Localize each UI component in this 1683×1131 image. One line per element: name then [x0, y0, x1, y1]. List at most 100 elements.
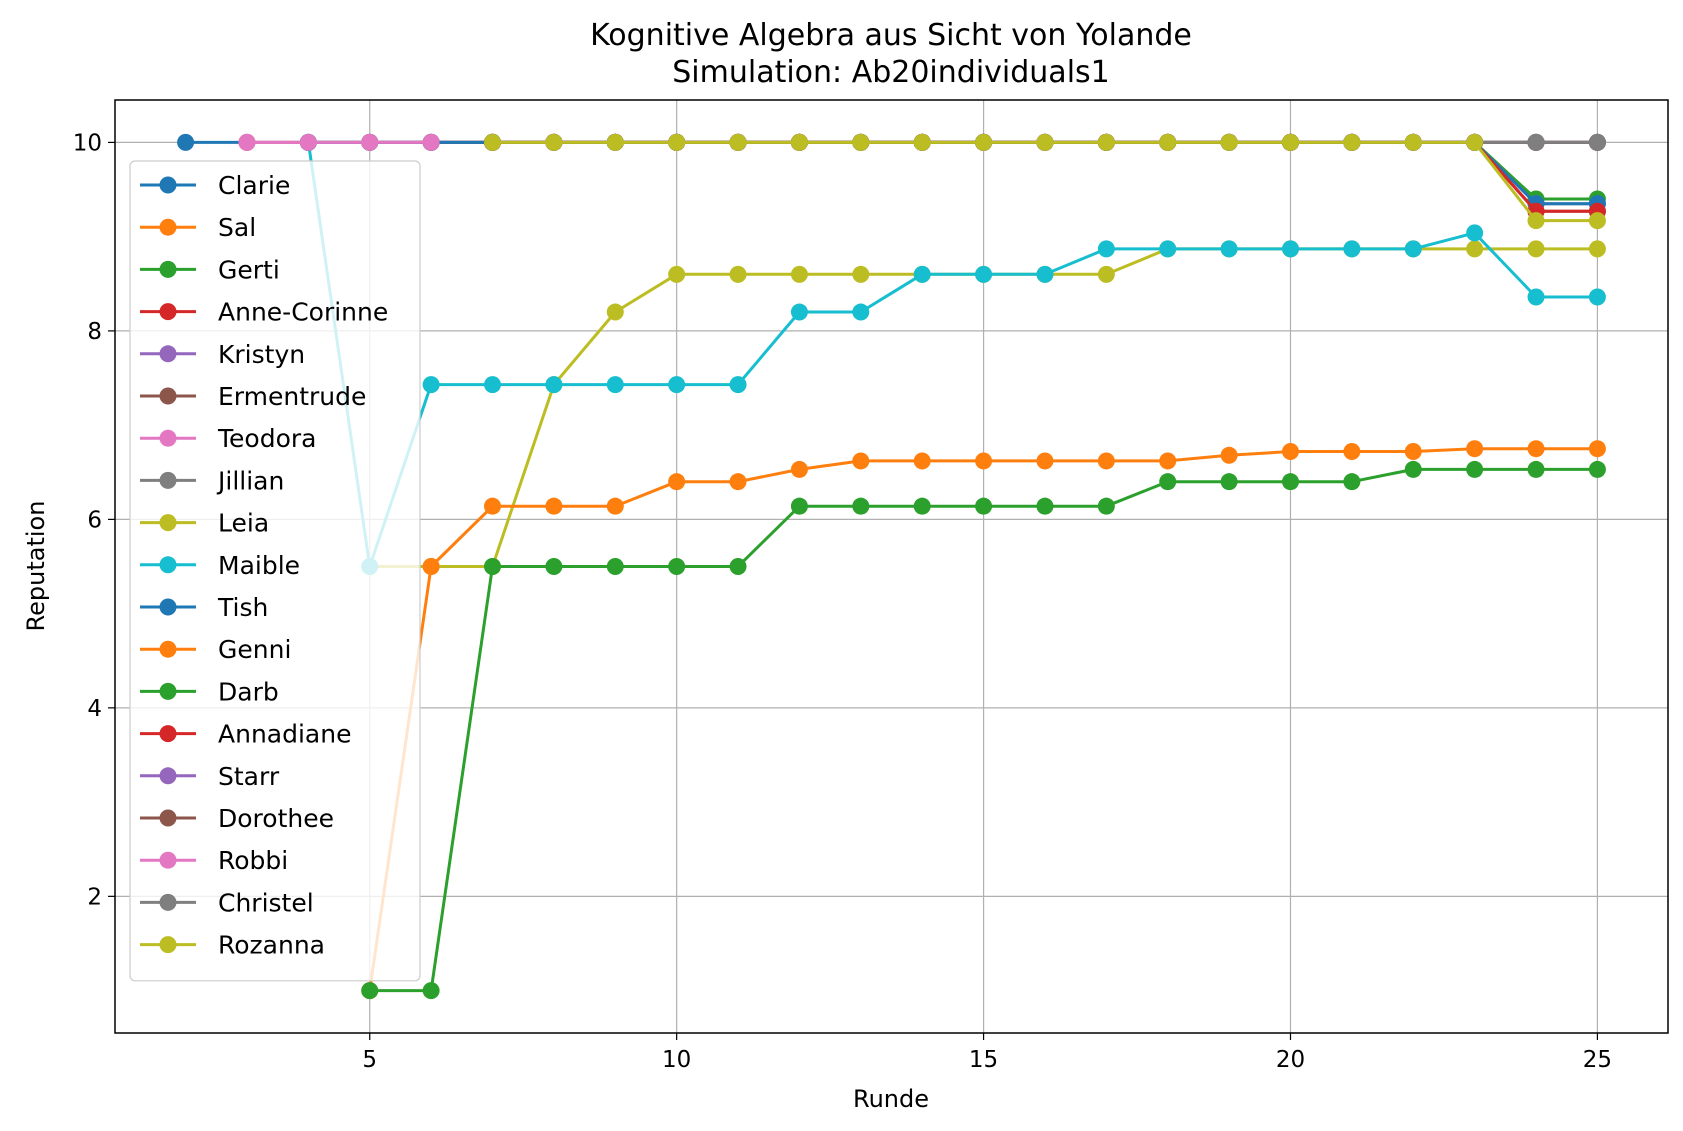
data-point: [1466, 133, 1484, 151]
data-point: [1220, 446, 1238, 464]
legend-label: Leia: [218, 509, 269, 538]
legend-marker: [159, 514, 177, 532]
data-point: [1588, 440, 1606, 458]
y-tick-label: 10: [73, 130, 102, 156]
legend-marker: [159, 725, 177, 743]
series-rozanna: [484, 133, 1606, 230]
data-point: [1588, 240, 1606, 258]
data-point: [1527, 212, 1545, 230]
data-point: [975, 497, 993, 515]
axis-ticks: 5 10 15 20 25 2 4 6 8 10: [73, 130, 1612, 1073]
y-axis-label: Reputation: [22, 501, 50, 632]
data-point: [668, 265, 686, 283]
plot-frame: [114, 99, 1669, 1034]
data-point: [1281, 443, 1299, 461]
data-point: [668, 558, 686, 575]
data-point: [1527, 440, 1545, 458]
data-point: [1220, 240, 1238, 258]
data-point: [606, 376, 624, 394]
legend-entry-teodora: Teodora: [140, 424, 316, 453]
legend-marker: [159, 767, 177, 785]
legend-entry-leia: Leia: [140, 509, 269, 538]
data-point: [729, 473, 747, 491]
y-tick-label: 4: [87, 696, 102, 722]
data-point: [1097, 240, 1115, 258]
data-point: [545, 497, 563, 515]
data-point: [1281, 240, 1299, 258]
legend-entry-darb: Darb: [140, 677, 279, 706]
data-point: [1588, 288, 1606, 306]
data-point: [606, 558, 624, 575]
data-point: [422, 133, 440, 151]
data-point: [299, 133, 317, 151]
legend-label: Gerti: [218, 255, 280, 284]
data-point: [668, 473, 686, 491]
data-point: [852, 452, 870, 470]
legend-label: Teodora: [217, 424, 316, 453]
data-point: [913, 265, 931, 283]
data-point: [1466, 224, 1484, 242]
legend-entry-starr: Starr: [140, 762, 280, 791]
legend-entry-christel: Christel: [140, 888, 314, 917]
data-point: [484, 376, 502, 394]
data-point: [1466, 460, 1484, 478]
data-point: [422, 558, 440, 575]
y-tick-label: 2: [87, 884, 102, 910]
data-point: [1588, 460, 1606, 478]
data-point: [729, 133, 747, 151]
data-point: [1527, 240, 1545, 258]
data-point: [238, 133, 256, 151]
y-tick-label: 8: [87, 319, 102, 345]
data-point: [1588, 212, 1606, 230]
data-point: [361, 133, 379, 151]
legend-marker: [159, 345, 177, 363]
legend-entry-ermentrude: Ermentrude: [140, 382, 366, 411]
data-point: [177, 133, 195, 151]
legend-entry-annadiane: Annadiane: [140, 720, 351, 749]
legend-marker: [159, 471, 177, 489]
series-darb: [361, 460, 1606, 1000]
legend-label: Darb: [218, 677, 279, 706]
data-point: [1466, 240, 1484, 258]
legend-label: Kristyn: [218, 340, 305, 369]
data-point: [1097, 497, 1115, 515]
data-point: [1527, 288, 1545, 306]
legend-marker: [159, 936, 177, 954]
legend-marker: [159, 429, 177, 447]
data-point: [545, 376, 563, 394]
data-point: [790, 265, 808, 283]
data-point: [1527, 133, 1545, 151]
data-point: [1527, 460, 1545, 478]
data-point: [913, 452, 931, 470]
data-point: [1036, 452, 1054, 470]
x-tick-label: 10: [662, 1047, 691, 1073]
data-point: [1404, 240, 1422, 258]
data-point: [422, 376, 440, 394]
legend-marker: [159, 893, 177, 911]
data-point: [975, 265, 993, 283]
data-point: [484, 497, 502, 515]
legend-entry-tish: Tish: [140, 593, 268, 622]
data-point: [790, 303, 808, 321]
data-point: [1343, 443, 1361, 461]
legend-marker: [159, 851, 177, 869]
x-tick-label: 5: [362, 1047, 377, 1073]
data-point: [1159, 240, 1177, 258]
data-point: [790, 497, 808, 515]
legend-entry-dorothee: Dorothee: [140, 804, 334, 833]
legend-entry-anne-corinne: Anne-Corinne: [140, 298, 388, 327]
data-point: [606, 497, 624, 515]
legend-marker: [159, 682, 177, 700]
legend-label: Clarie: [218, 171, 290, 200]
series-robbi: [238, 133, 440, 151]
legend-label: Sal: [218, 213, 256, 242]
data-point: [484, 133, 502, 151]
data-point: [852, 133, 870, 151]
chart-title: Kognitive Algebra aus Sicht von Yolande: [590, 18, 1192, 53]
data-point: [1097, 265, 1115, 283]
y-tick-label: 6: [87, 507, 102, 533]
series-genni: [361, 440, 1606, 1000]
legend-marker: [159, 809, 177, 827]
data-point: [1281, 133, 1299, 151]
legend-marker: [159, 176, 177, 194]
